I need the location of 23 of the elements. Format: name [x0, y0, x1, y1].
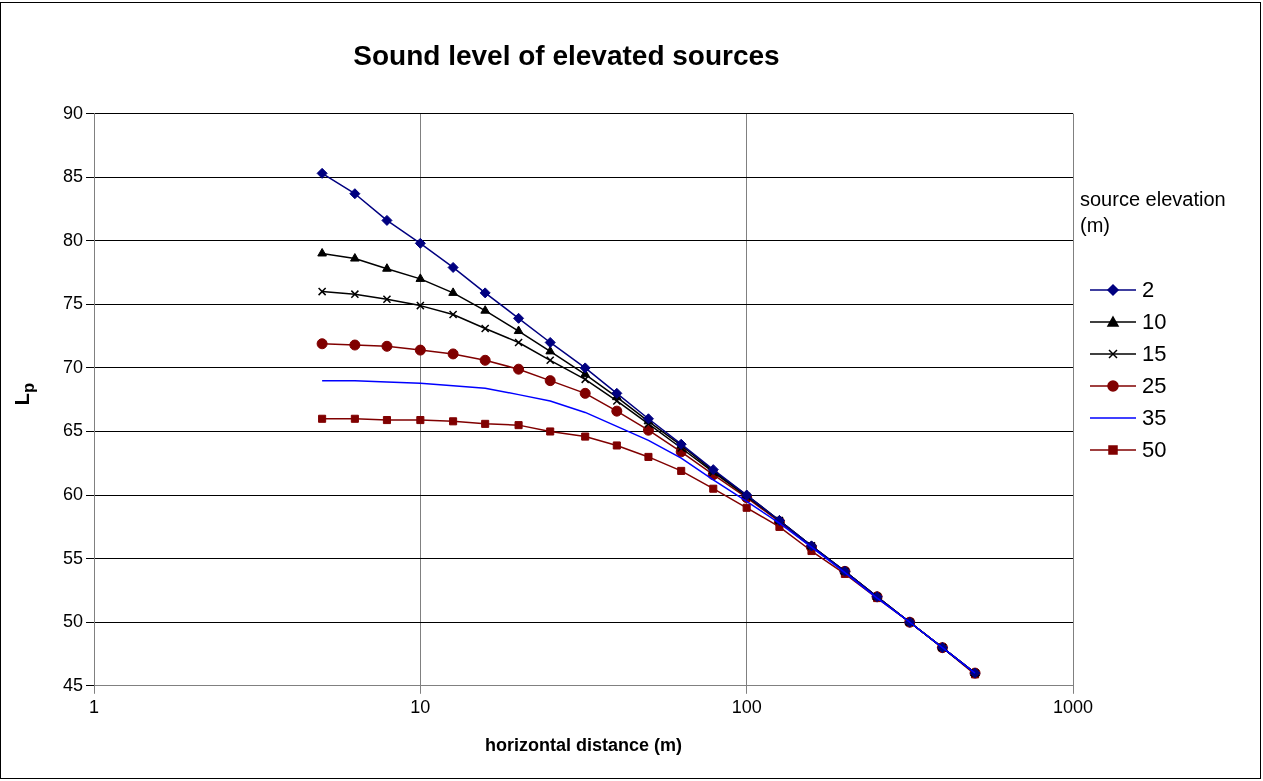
y-tick-label: 65: [62, 420, 84, 441]
legend-label: 2: [1142, 277, 1155, 303]
x-tick-label: 1000: [1052, 696, 1094, 717]
legend-label: 25: [1142, 373, 1167, 399]
y-tick-label: 60: [62, 484, 84, 505]
legend-label: 10: [1142, 309, 1167, 335]
x-axis-title: horizontal distance (m): [485, 735, 683, 756]
y-tick-label: 55: [62, 547, 84, 568]
y-tick-label: 80: [62, 229, 84, 250]
x-tick-label: 100: [731, 696, 762, 717]
y-tick-label: 50: [62, 611, 84, 632]
y-tick-label: 45: [62, 674, 84, 695]
legend-title: source elevation (m): [1080, 187, 1227, 238]
legend-label: 35: [1142, 405, 1167, 431]
y-tick-label: 70: [62, 356, 84, 377]
y-tick-label: 75: [62, 293, 84, 314]
x-tick-label: 1: [89, 696, 100, 717]
legend-label: 15: [1142, 341, 1167, 367]
chart-title: Sound level of elevated sources: [353, 39, 780, 71]
y-tick-label: 85: [62, 166, 84, 187]
y-tick-label: 90: [62, 102, 84, 123]
x-tick-label: 10: [410, 696, 431, 717]
legend-label: 50: [1142, 437, 1167, 463]
